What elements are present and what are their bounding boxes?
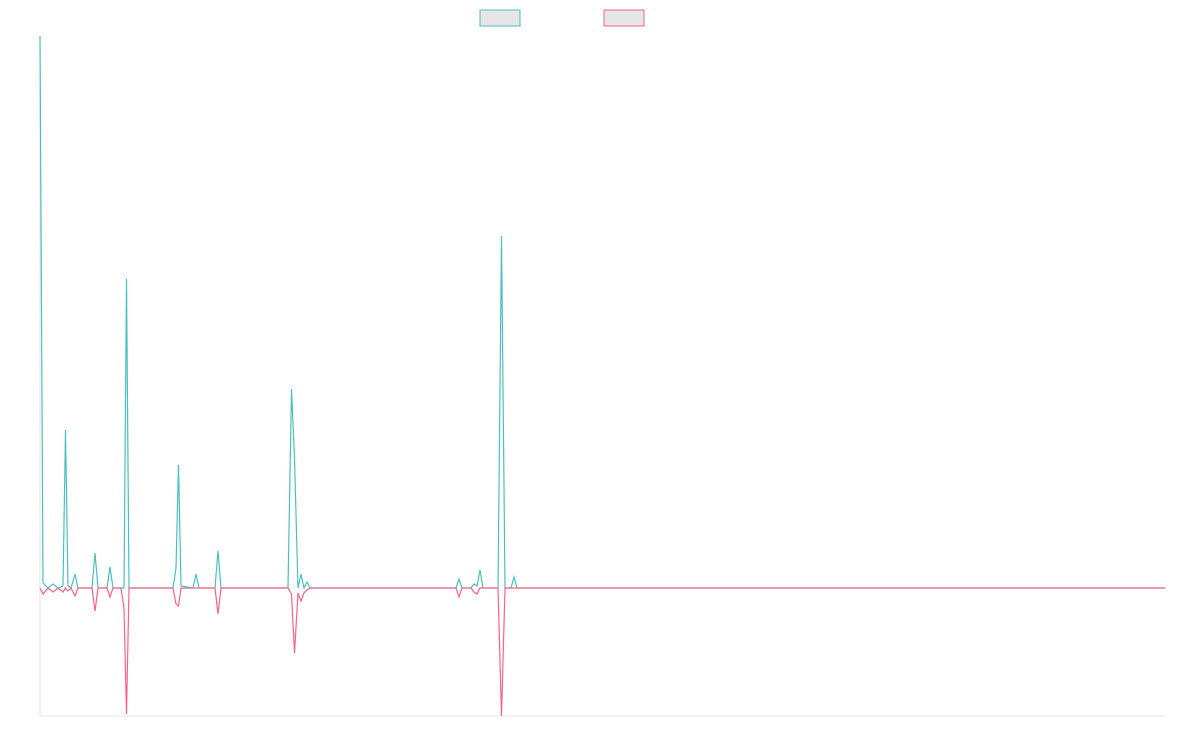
series-line bbox=[39, 35, 1165, 590]
legend-swatch[interactable] bbox=[603, 9, 645, 27]
legend-swatch[interactable] bbox=[479, 9, 521, 27]
series-line bbox=[39, 586, 1165, 717]
